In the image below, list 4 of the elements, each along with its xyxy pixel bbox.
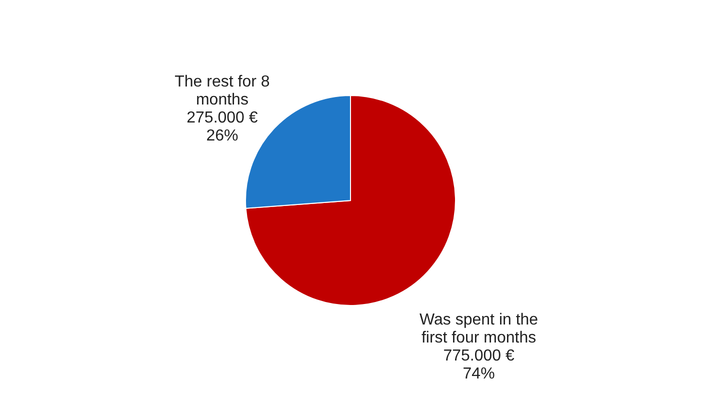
- data-label: 275.000 € 26%: [186, 109, 258, 144]
- data-label: 775.000 € 74%: [443, 348, 514, 383]
- slice-label: The rest for 8 months: [174, 73, 270, 108]
- slice-label: Was spent in the first four months: [419, 312, 538, 347]
